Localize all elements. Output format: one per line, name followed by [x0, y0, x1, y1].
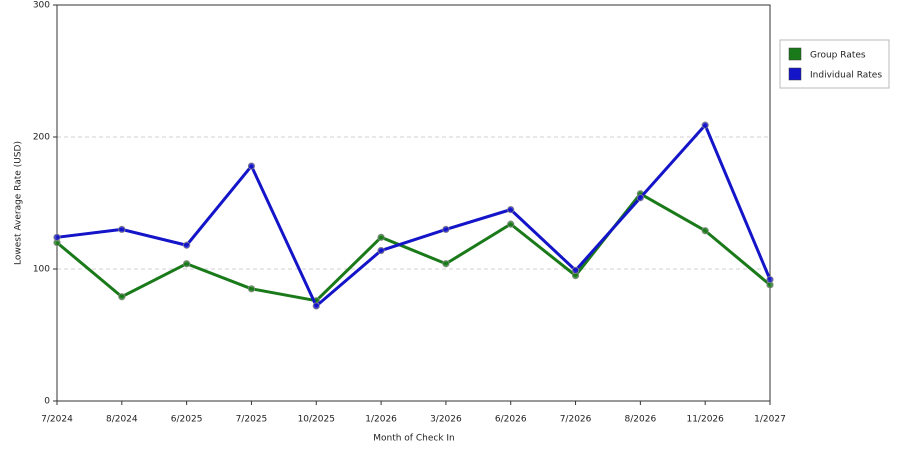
- legend-swatch: [788, 67, 802, 81]
- series-line: [56, 123, 772, 308]
- y-tick-label: 300: [33, 1, 50, 11]
- data-point: [118, 293, 126, 301]
- data-point: [507, 220, 515, 228]
- y-axis-label: Lowest Average Rate (USD): [14, 141, 24, 265]
- x-tick-label: 6/2026: [495, 415, 527, 425]
- data-point: [247, 285, 256, 293]
- data-point: [247, 162, 256, 170]
- x-tick-label: 1/2027: [754, 415, 786, 425]
- data-point: [183, 241, 191, 249]
- series-line: [56, 192, 771, 303]
- data-point: [766, 275, 774, 284]
- data-point: [701, 121, 709, 129]
- x-axis-label: Month of Check In: [373, 434, 455, 444]
- data-point: [507, 206, 515, 214]
- legend-label: Group Rates: [810, 51, 866, 61]
- x-tick-label: 8/2024: [106, 415, 138, 425]
- data-point: [636, 194, 644, 202]
- x-tick-label: 8/2026: [625, 415, 657, 425]
- data-point: [442, 260, 450, 268]
- x-tick-label: 1/2026: [365, 415, 397, 425]
- plot-frame: [56, 4, 771, 402]
- legend-label: Individual Rates: [810, 71, 882, 81]
- data-point: [701, 227, 709, 235]
- y-tick-label: 0: [44, 397, 50, 407]
- y-tick-label: 100: [33, 265, 50, 275]
- x-tick-label: 6/2025: [171, 415, 203, 425]
- legend-swatch: [788, 47, 802, 61]
- x-tick-label: 7/2025: [236, 415, 268, 425]
- data-point: [571, 266, 580, 274]
- y-tick-label: 200: [33, 133, 50, 143]
- data-point: [118, 225, 126, 233]
- data-point: [183, 260, 191, 268]
- legend-box: [779, 39, 890, 89]
- x-tick-label: 7/2026: [560, 415, 592, 425]
- x-tick-label: 11/2026: [686, 415, 724, 425]
- data-point: [53, 233, 61, 241]
- data-point: [312, 302, 320, 310]
- x-tick-label: 7/2024: [41, 415, 73, 425]
- data-point: [442, 225, 450, 233]
- data-point: [377, 246, 385, 255]
- x-tick-label: 10/2025: [298, 415, 335, 425]
- x-tick-label: 3/2026: [430, 415, 462, 425]
- data-point: [377, 233, 385, 241]
